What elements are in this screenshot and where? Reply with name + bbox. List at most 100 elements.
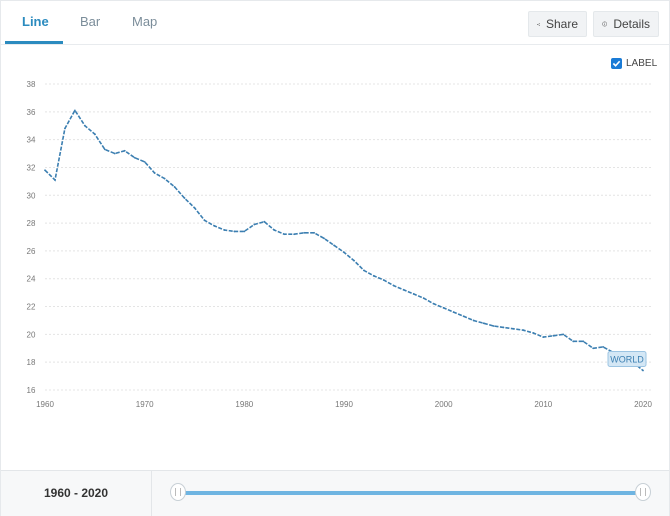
data-point	[103, 148, 106, 151]
share-icon	[537, 22, 540, 26]
data-point	[293, 233, 296, 236]
data-point	[452, 311, 455, 314]
label-checkbox[interactable]	[611, 57, 622, 69]
view-tabs: Line Bar Map Share Details	[1, 1, 669, 45]
data-point	[363, 269, 365, 272]
x-tick-label: 1960	[36, 400, 54, 409]
data-point	[472, 319, 475, 322]
data-point	[323, 237, 325, 240]
label-toggle-text: LABEL	[626, 57, 658, 69]
details-label: Details	[613, 17, 650, 31]
data-point	[462, 315, 465, 318]
data-point	[243, 230, 246, 233]
data-point	[233, 230, 236, 233]
data-point	[422, 297, 425, 300]
data-point	[113, 152, 116, 155]
data-point	[512, 327, 515, 330]
series-end-label: WORLD	[610, 355, 644, 365]
tab-bar[interactable]: Bar	[80, 14, 101, 29]
data-point	[642, 369, 644, 372]
label-toggle[interactable]: LABEL	[611, 56, 657, 70]
year-range-label: 1960 - 2020	[1, 471, 152, 516]
data-point	[532, 332, 535, 334]
data-point	[442, 307, 445, 309]
data-point	[193, 206, 196, 209]
tab-line[interactable]: Line	[22, 14, 49, 29]
data-point	[213, 224, 216, 227]
data-point	[303, 231, 306, 234]
y-tick-label: 16	[27, 386, 36, 395]
data-point	[522, 329, 525, 332]
data-point	[74, 109, 76, 112]
data-point	[173, 186, 176, 188]
y-tick-label: 30	[27, 191, 36, 200]
range-bar: 1960 - 2020	[1, 470, 669, 516]
data-point	[83, 124, 86, 127]
data-point	[492, 325, 495, 327]
data-point	[562, 333, 565, 336]
checkmark-icon	[612, 60, 621, 67]
y-tick-label: 28	[27, 219, 36, 228]
data-point	[382, 279, 385, 282]
data-point	[552, 334, 555, 337]
data-point	[273, 229, 276, 231]
slider-end-handle[interactable]	[635, 483, 651, 501]
data-point	[482, 322, 485, 325]
y-tick-label: 36	[27, 108, 36, 117]
series-end-label-box	[607, 351, 647, 368]
y-tick-label: 26	[27, 247, 36, 256]
y-tick-label: 22	[27, 303, 36, 312]
x-tick-label: 1990	[335, 400, 353, 409]
share-button[interactable]: Share	[528, 11, 587, 37]
data-point	[343, 251, 345, 254]
series-line-world	[44, 108, 644, 372]
data-point	[392, 284, 395, 287]
data-point	[143, 160, 146, 163]
data-point	[502, 326, 505, 329]
x-tick-label: 1980	[235, 400, 253, 409]
line-chart: 16 18 20 22 24 26 28 30 32 34 36 38 1960 1970 1980 1990…	[27, 80, 653, 409]
data-point	[64, 127, 66, 130]
data-point	[54, 179, 56, 181]
data-point	[412, 293, 415, 295]
data-point	[203, 219, 206, 222]
y-tick-label: 34	[27, 136, 36, 145]
y-tick-label: 18	[27, 358, 36, 367]
data-point	[572, 340, 575, 343]
active-tab-indicator	[5, 41, 63, 44]
x-tick-label: 2020	[634, 400, 652, 409]
data-point	[373, 275, 375, 277]
x-tick-label: 2010	[534, 400, 552, 409]
y-tick-label: 20	[27, 330, 36, 339]
details-button[interactable]: Details	[593, 11, 659, 37]
slider-start-handle[interactable]	[170, 483, 186, 501]
y-tick-label: 24	[27, 275, 36, 284]
info-icon	[602, 21, 608, 27]
y-tick-label: 32	[27, 163, 36, 172]
data-point	[592, 347, 595, 350]
data-point	[133, 156, 136, 159]
data-point	[263, 220, 266, 223]
data-point	[582, 340, 585, 343]
data-point	[283, 233, 286, 236]
x-tick-label: 2000	[435, 400, 453, 409]
data-point	[313, 231, 315, 234]
data-point	[163, 177, 166, 180]
data-point	[223, 229, 226, 231]
year-range-slider-track[interactable]	[177, 491, 643, 495]
x-tick-label: 1970	[136, 400, 154, 409]
share-label: Share	[545, 17, 578, 31]
data-point	[93, 133, 96, 135]
data-point	[44, 169, 46, 172]
data-point	[333, 244, 335, 247]
data-point	[123, 149, 126, 152]
tab-map[interactable]: Map	[132, 14, 158, 29]
data-point	[353, 259, 355, 262]
data-point	[402, 288, 405, 291]
data-point	[153, 172, 156, 174]
data-point	[253, 223, 256, 226]
data-point	[183, 197, 186, 199]
data-point	[542, 336, 545, 339]
data-point	[432, 302, 435, 305]
